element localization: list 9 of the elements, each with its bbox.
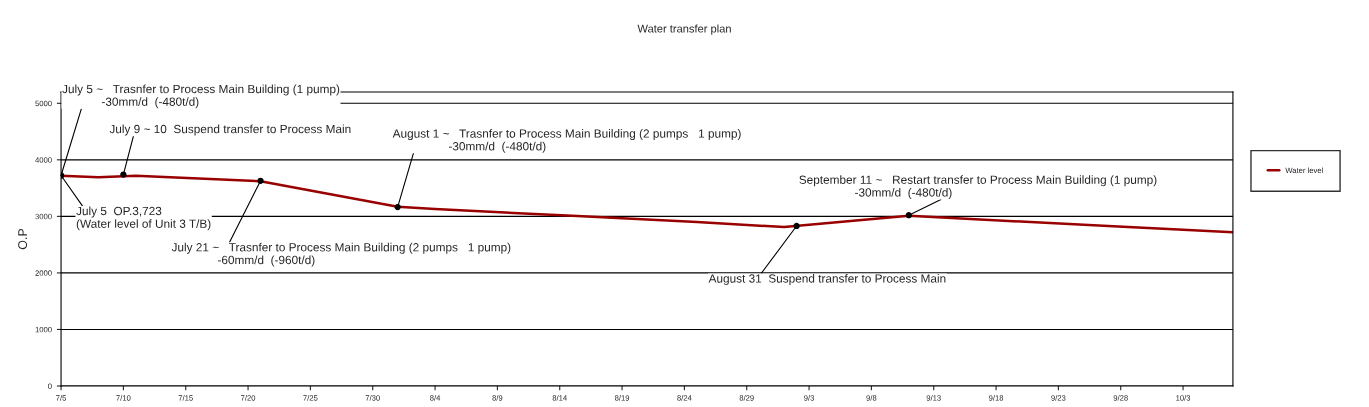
annotation: July 5 OP.3,723 (Water level of Unit 3 T/B) — [76, 206, 211, 231]
annotation: July 9 ~ 10 Suspend transfer to Process Main — [109, 124, 351, 136]
annotation: August 1 ~ Trasnfer to Process Main Building (2 pumps 1 pump) -30mm/d (-480t/d) — [392, 129, 741, 153]
annotation: July 5 ~ Trasnfer to Process Main Building (1 pump) -30mm/d (-480t/d) — [62, 84, 340, 109]
annotation: July 21 ~ Trasnfer to Process Main Building (2 pumps 1 pump) -60mm/d (-960t/d) — [171, 242, 511, 267]
y-axis-title: O.P — [18, 228, 28, 250]
annotation: September 11 ~ Restart transfer to Process Main Building (1 pump) -30mm/d (-480t/d) — [799, 175, 1157, 199]
chart-title: Water transfer plan — [637, 24, 731, 35]
annotation: August 31 Suspend transfer to Process Main — [708, 273, 946, 285]
